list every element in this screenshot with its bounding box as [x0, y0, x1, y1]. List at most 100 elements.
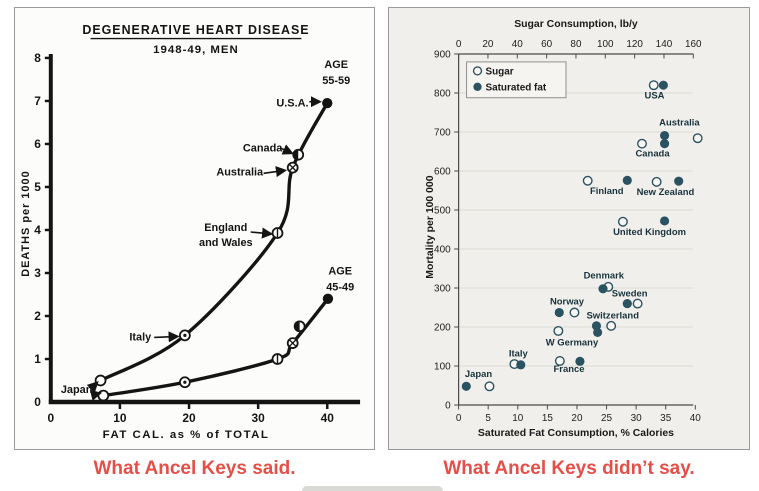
satfat-point-finland [622, 175, 632, 185]
country-label-france: France [554, 364, 585, 375]
left-x-tick: 20 [182, 411, 196, 425]
right-y-tick: 400 [434, 244, 451, 255]
bottom-x-tick: 40 [690, 413, 702, 424]
country-italy: Italy [509, 348, 528, 370]
bottom-x-tick: 35 [660, 413, 672, 424]
caption-right: What Ancel Keys didn’t say. [443, 458, 695, 479]
sugar-point-norway [569, 307, 580, 318]
annotation-italy: Italy [129, 331, 152, 343]
bottom-x-tick: 15 [542, 413, 554, 424]
country-sweden: Sweden [612, 289, 648, 309]
right-y-tick: 800 [434, 88, 451, 99]
satfat-point-new-zealand [674, 176, 684, 186]
country-norway: Norway [550, 297, 585, 318]
left-chart-panel: 0 10 20 30 40 0 1 2 3 4 5 6 7 8 DEGENERATIVE HEART DIS… [14, 7, 375, 450]
sugar-point-switzerland [606, 320, 617, 331]
sugar-point-japan [484, 381, 495, 392]
left-title: DEGENERATIVE HEART DISEASE [82, 23, 309, 37]
country-label-denmark: Denmark [584, 271, 625, 282]
bottom-x-tick: 0 [456, 413, 462, 424]
left-chart-title: DEGENERATIVE HEART DISEASE 1948-49, MEN DE… [20, 23, 309, 441]
top-x-tick: 120 [626, 39, 643, 50]
right-y-tick: 500 [434, 205, 451, 216]
country-japan: Japan [461, 369, 495, 392]
left-y-tick: 5 [34, 180, 41, 194]
country-united-kingdom: United Kingdom [613, 216, 686, 238]
right-y-tick: 200 [434, 322, 451, 333]
sugar-point-sweden [632, 298, 643, 309]
country-w-germany: W Germany [546, 325, 603, 348]
country-label-new-zealand: New Zealand [637, 187, 695, 198]
right-y-tick: 300 [434, 283, 451, 294]
satfat-point-italy [516, 360, 526, 370]
right-y-tick: 0 [445, 400, 451, 411]
bottom-xlabel: Saturated Fat Consumption, % Calories [478, 428, 674, 439]
curve-age-45-49 [101, 297, 330, 398]
country-australia: Australia [659, 118, 703, 144]
annotation-and-wales: and Wales [199, 237, 253, 249]
satfat-point-canada [659, 139, 670, 149]
legend-open-circle-icon [472, 66, 483, 76]
top-x-tick: 100 [597, 39, 614, 50]
satfat-point-norway [554, 307, 564, 318]
satfat-point-denmark [598, 284, 608, 294]
sugar-point-new-zealand [651, 176, 662, 187]
top-x-tick: 80 [570, 39, 582, 50]
sugar-point-france [554, 355, 565, 366]
top-x-tick: 60 [541, 39, 553, 50]
bottom-x-tick: 30 [631, 413, 643, 424]
left-y-tick: 4 [34, 223, 41, 237]
left-x-tick: 10 [113, 411, 127, 425]
annotation-age: AGE [324, 59, 348, 71]
country-label-japan: Japan [465, 369, 493, 380]
left-ylabel: DEATHS per 1000 [20, 170, 32, 276]
right-chart-panel: 0 20 40 60 80 100 120 140 160 0 5 10 15 20 25 30 35 40 0 10… [388, 7, 750, 450]
annotation-age: AGE [328, 266, 352, 278]
country-label-canada: Canada [635, 148, 670, 159]
legend: Sugar Saturated fat [466, 61, 567, 99]
left-subtitle: 1948-49, MEN [153, 44, 239, 56]
top-xlabel: Sugar Consumption, lb/y [514, 19, 638, 30]
bottom-x-tick: 20 [571, 413, 583, 424]
legend-label: Sugar [485, 66, 513, 77]
country-finland: Finland [582, 175, 632, 197]
country-label-norway: Norway [550, 297, 585, 308]
left-y-tick: 2 [34, 309, 41, 323]
country-france: France [554, 355, 585, 375]
legend-label: Saturated fat [485, 82, 546, 93]
satfat-point-switzerland [591, 321, 602, 331]
left-axes: 0 10 20 30 40 0 1 2 3 4 5 6 7 8 [34, 51, 361, 425]
top-x-tick: 20 [482, 39, 494, 50]
satfat-point-usa [658, 80, 668, 90]
country-label-w-germany: W Germany [546, 337, 599, 348]
satfat-point-united-kingdom [659, 216, 670, 226]
satfat-point-japan [461, 381, 471, 391]
country-usa: USA [645, 80, 668, 102]
legend-filled-circle-icon [473, 82, 482, 91]
country-canada: Canada [635, 138, 670, 159]
satfat-point-sweden [622, 299, 632, 309]
markers-age-55-59 [94, 97, 333, 387]
top-x-tick: 0 [456, 39, 462, 50]
top-x-tick: 160 [685, 39, 702, 50]
annotation-canada: Canada [243, 142, 283, 154]
country-label-switzerland: Switzerland [587, 310, 640, 321]
sugar-point-australia [692, 133, 703, 144]
annotation-55-59: 55-59 [322, 75, 350, 87]
right-y-tick: 600 [434, 166, 451, 177]
left-xlabel: FAT CAL. as % of TOTAL [103, 429, 270, 441]
annotation-japan: Japan [61, 384, 93, 396]
country-label-united-kingdom: United Kingdom [613, 227, 686, 238]
partial-pill-bottom [302, 486, 443, 491]
sugar-point-usa [648, 80, 659, 91]
annotation-australia: Australia [216, 166, 264, 178]
left-y-tick: 7 [34, 94, 41, 108]
left-annotations: AGE 55-59 U.S.A. Canada Australia England and … [61, 59, 354, 401]
right-y-tick: 100 [434, 361, 451, 372]
country-new-zealand: New Zealand [637, 176, 695, 198]
right-y-tick: 700 [434, 127, 451, 138]
top-x-tick: 40 [512, 39, 524, 50]
